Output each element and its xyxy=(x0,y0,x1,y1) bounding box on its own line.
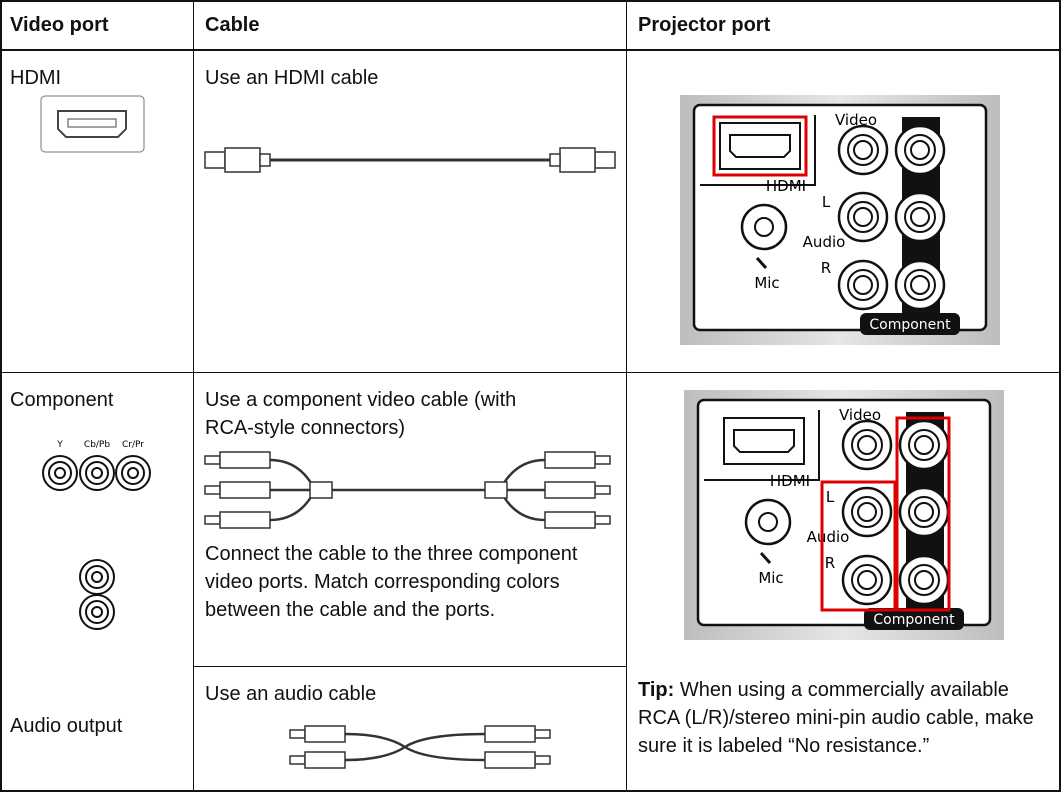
panel-drawing: Video HDMI L Audio R Mic Component xyxy=(684,390,1004,640)
col-rule xyxy=(626,0,627,792)
panel-label: Video xyxy=(839,406,881,424)
panel-label: Audio xyxy=(803,233,846,251)
panel-label: Audio xyxy=(807,528,850,546)
panel-label: R xyxy=(825,554,835,572)
panel-label: Component xyxy=(869,317,951,333)
panel-label: Component xyxy=(873,612,955,628)
cable-text: Use a component video cable (with RCA-st… xyxy=(205,389,517,439)
audio-cable xyxy=(289,725,551,769)
col-rule xyxy=(193,0,194,792)
panel-label: HDMI xyxy=(770,472,810,490)
hdmi-cable xyxy=(204,147,616,173)
tip-text: When using a commercially available RCA … xyxy=(638,679,1034,757)
border xyxy=(0,0,2,792)
panel-label: R xyxy=(821,259,831,277)
component-cable xyxy=(204,451,611,529)
panel-label: L xyxy=(822,193,831,211)
panel-label: HDMI xyxy=(766,177,806,195)
port-label: Y xyxy=(56,440,63,450)
port-label: Cb/Pb xyxy=(84,440,110,450)
panel-label: L xyxy=(826,488,835,506)
panel-label: Mic xyxy=(754,274,779,292)
port-name: Component xyxy=(10,389,114,411)
projector-panel: Video HDMI L Audio R Mic Component xyxy=(684,390,1004,645)
cable-text: Use an HDMI cable xyxy=(205,67,379,89)
header-cell: Cable xyxy=(205,14,260,36)
row-rule xyxy=(193,666,626,667)
panel-drawing: Video HDMI L Audio R Mic Component xyxy=(680,95,1000,345)
hdmi-port-icon xyxy=(40,95,145,153)
cable-text: Use an audio cable xyxy=(205,683,377,705)
tip-label: Tip: xyxy=(638,679,675,701)
header-cell: Video port xyxy=(10,14,109,36)
border xyxy=(0,790,1061,792)
panel-label: Mic xyxy=(758,569,783,587)
panel-label: Video xyxy=(835,111,877,129)
port-name: HDMI xyxy=(10,67,62,89)
cable-note: Connect the cable to the three component… xyxy=(205,543,578,621)
border xyxy=(1059,0,1061,792)
projector-panel: Video HDMI L Audio R Mic Component xyxy=(680,95,1000,350)
component-port-icons: Y Cb/Pb Cr/Pr xyxy=(42,440,151,630)
tip: Tip: When using a commercially available… xyxy=(638,676,1048,760)
border xyxy=(0,0,1061,2)
header-rule xyxy=(0,49,1061,51)
row-rule xyxy=(0,372,1061,373)
port-label: Cr/Pr xyxy=(122,440,144,450)
header-cell: Projector port xyxy=(638,14,771,36)
port-name: Audio output xyxy=(10,715,123,737)
